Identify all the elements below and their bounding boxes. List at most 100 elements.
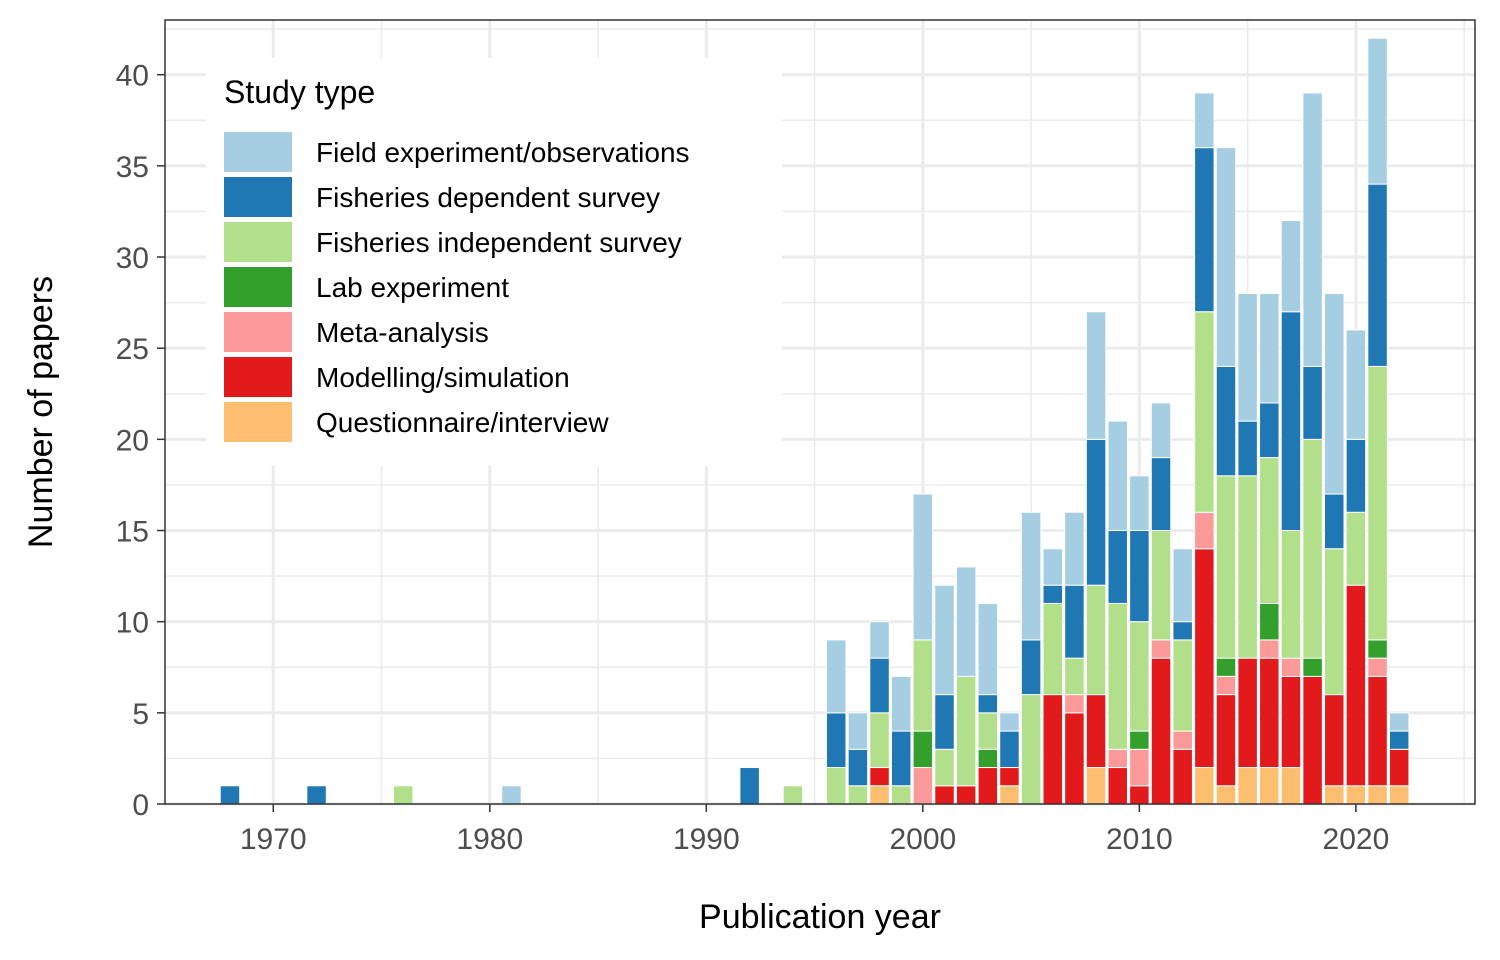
bar-segment (1064, 657, 1085, 696)
bar-segment (1129, 785, 1150, 805)
bar-segment (1042, 584, 1064, 604)
bar-segment (999, 767, 1020, 787)
bar-segment (1129, 475, 1150, 532)
bar-segment (1367, 785, 1388, 805)
bar-segment (1215, 475, 1237, 659)
bar-segment (977, 694, 999, 714)
bar-segment (955, 785, 977, 805)
bar-segment (1302, 92, 1323, 367)
bar-segment (1172, 548, 1193, 623)
bar-segment (1064, 694, 1085, 714)
bar-segment (1215, 675, 1237, 696)
bar-segment (1150, 402, 1172, 459)
bar-segment (1215, 365, 1237, 477)
bar-segment (934, 748, 955, 787)
x-axis-title: Publication year (699, 898, 941, 936)
bar-segment (999, 785, 1020, 805)
legend-label: Modelling/simulation (316, 362, 570, 393)
bar-segment (392, 785, 414, 805)
x-tick-label: 2000 (889, 823, 956, 856)
bar-segment (1388, 730, 1410, 750)
legend-key (224, 267, 292, 307)
legend-key (224, 357, 292, 397)
legend-items: Field experiment/observations Fisheries d… (224, 132, 690, 442)
legend-key (224, 222, 292, 262)
bar-segment (977, 712, 999, 750)
legend-label: Meta-analysis (316, 317, 489, 348)
bar-segment (847, 785, 869, 805)
x-tick-label: 2020 (1323, 823, 1390, 856)
bar-segment (1020, 639, 1042, 696)
legend-key (224, 402, 292, 442)
y-tick-label: 10 (116, 607, 149, 640)
bar-segment (1324, 785, 1345, 805)
bar-segment (1150, 530, 1172, 641)
bar-segment (869, 621, 890, 659)
bar-segment (1107, 602, 1128, 750)
bar-segment (1367, 657, 1388, 677)
x-tick-label: 1980 (456, 823, 523, 856)
bar-segment (1107, 530, 1128, 604)
bar-segment (1388, 785, 1410, 805)
bar-segment (934, 694, 955, 750)
bar-segment (1280, 657, 1302, 677)
y-tick-label: 0 (132, 789, 149, 822)
legend-label: Fisheries independent survey (316, 227, 682, 258)
bar-segment (912, 767, 934, 805)
bar-segment (1259, 639, 1280, 659)
bar-segment (1237, 292, 1258, 422)
bar-segment (1367, 675, 1388, 787)
bar-segment (890, 730, 912, 787)
bar-segment (1324, 694, 1345, 787)
y-tick-label: 5 (132, 698, 149, 731)
bar-segment (1259, 457, 1280, 604)
bar-segment (739, 767, 760, 805)
bar-segment (1172, 730, 1193, 750)
bar-segment (1085, 438, 1107, 586)
bar-segment (306, 785, 327, 805)
legend-key (224, 132, 292, 172)
bar-segment (1324, 493, 1345, 550)
bar-segment (1085, 584, 1107, 696)
bar-segment (1302, 365, 1323, 440)
bar-segment (1259, 767, 1280, 805)
bar-segment (1194, 311, 1215, 513)
bar-segment (977, 602, 999, 696)
bar-segment (1194, 767, 1215, 805)
bar-segment (1172, 748, 1193, 805)
legend-label: Field experiment/observations (316, 137, 690, 168)
bar-segment (825, 639, 847, 714)
bar-segment (1259, 602, 1280, 641)
bar-segment (912, 730, 934, 769)
legend-key (224, 177, 292, 217)
bar-segment (1129, 530, 1150, 623)
x-tick-label: 1990 (673, 823, 740, 856)
bar-segment (782, 785, 804, 805)
bar-segment (999, 712, 1020, 732)
bar-segment (869, 712, 890, 769)
bar-segment (1194, 147, 1215, 313)
bar-segment (825, 712, 847, 769)
bar-segment (1237, 657, 1258, 769)
bar-segment (1280, 220, 1302, 313)
legend-label: Questionnaire/interview (316, 407, 609, 438)
bar-segment (1172, 639, 1193, 732)
bar-segment (1367, 639, 1388, 659)
bar-segment (869, 657, 890, 714)
bar-segment (890, 675, 912, 732)
bar-segment (1107, 420, 1128, 532)
bar-segment (977, 748, 999, 769)
bar-segment (1237, 420, 1258, 477)
bar-segment (869, 785, 890, 805)
bar-segment (1042, 602, 1064, 696)
y-tick-label: 40 (116, 60, 149, 93)
legend-key (224, 312, 292, 352)
bar-segment (1150, 457, 1172, 532)
bar-segment (1367, 37, 1388, 185)
legend-background (206, 58, 782, 466)
bar-segment (1324, 292, 1345, 495)
bar-segment (912, 493, 934, 641)
bar-segment (1064, 712, 1085, 805)
